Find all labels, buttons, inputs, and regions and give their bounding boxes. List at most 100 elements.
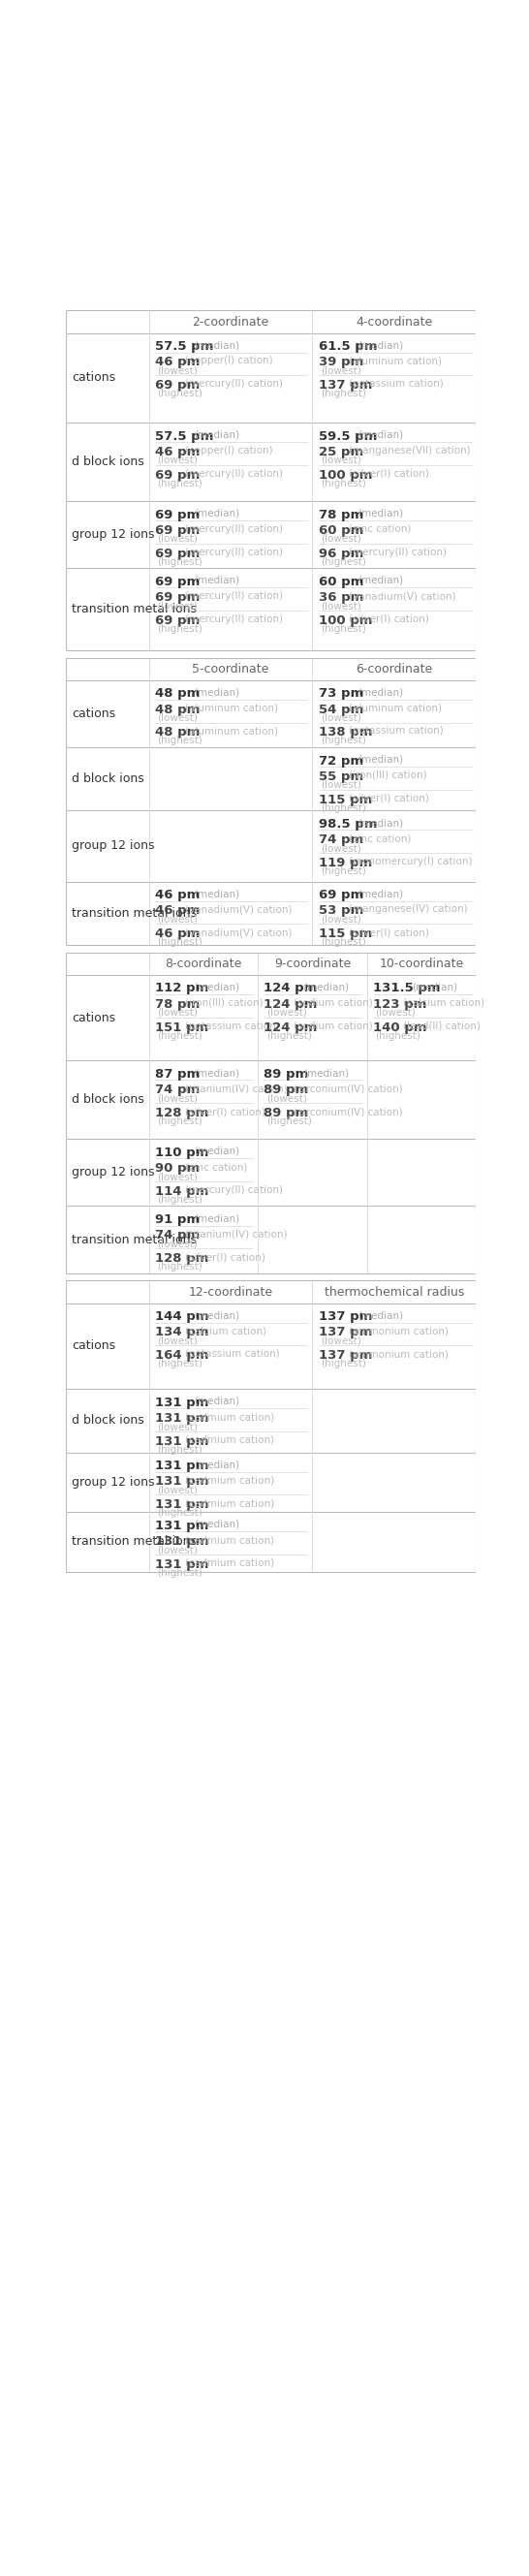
Text: (highest): (highest) — [157, 938, 203, 948]
Text: 69 pm: 69 pm — [154, 574, 199, 587]
Text: 114 pm: 114 pm — [154, 1185, 208, 1198]
Text: 69 pm: 69 pm — [154, 507, 199, 520]
Text: (manganese(VII) cation): (manganese(VII) cation) — [349, 446, 470, 456]
Text: (cadmium cation): (cadmium cation) — [185, 1558, 274, 1569]
Text: (highest): (highest) — [321, 804, 366, 814]
Text: 131 pm: 131 pm — [154, 1558, 208, 1571]
Text: (median): (median) — [194, 1146, 240, 1157]
Text: (monomercury(I) cation): (monomercury(I) cation) — [349, 858, 472, 866]
Text: (highest): (highest) — [157, 1115, 203, 1126]
Text: 131 pm: 131 pm — [154, 1396, 208, 1409]
Text: 69 pm: 69 pm — [318, 889, 363, 902]
Text: (potassium cation): (potassium cation) — [185, 1020, 279, 1030]
Text: (highest): (highest) — [321, 866, 366, 876]
Text: (lowest): (lowest) — [157, 600, 197, 611]
Text: d block ions: d block ions — [72, 1414, 144, 1427]
Text: (aluminum cation): (aluminum cation) — [349, 355, 442, 366]
Text: transition metal ions: transition metal ions — [72, 1535, 197, 1548]
Text: 46 pm: 46 pm — [154, 889, 199, 902]
Text: 69 pm: 69 pm — [154, 469, 199, 482]
Text: (median): (median) — [194, 507, 240, 518]
Text: (copper(I) cation): (copper(I) cation) — [185, 446, 272, 456]
Text: 46 pm: 46 pm — [154, 927, 199, 940]
Text: 100 pm: 100 pm — [318, 613, 372, 626]
Text: 53 pm: 53 pm — [318, 904, 363, 917]
Text: cations: cations — [72, 1340, 116, 1352]
Text: (aluminum cation): (aluminum cation) — [185, 726, 278, 737]
Text: 9-coordinate: 9-coordinate — [274, 958, 351, 971]
Text: 48 pm: 48 pm — [154, 726, 199, 739]
Text: (lowest): (lowest) — [157, 714, 197, 721]
Text: 89 pm: 89 pm — [264, 1108, 308, 1121]
Text: 48 pm: 48 pm — [154, 703, 199, 716]
Text: (highest): (highest) — [157, 1030, 203, 1041]
Text: (lowest): (lowest) — [321, 842, 361, 853]
Text: 36 pm: 36 pm — [318, 592, 363, 603]
Text: (lowest): (lowest) — [266, 1092, 307, 1103]
Text: (lowest): (lowest) — [321, 456, 361, 466]
Text: (lowest): (lowest) — [157, 1422, 197, 1432]
Text: (mercury(II) cation): (mercury(II) cation) — [185, 523, 282, 533]
Text: (median): (median) — [194, 1213, 240, 1224]
Text: 46 pm: 46 pm — [154, 355, 199, 368]
Text: group 12 ions: group 12 ions — [72, 528, 155, 541]
Text: (highest): (highest) — [157, 1569, 203, 1577]
Text: 8-coordinate: 8-coordinate — [165, 958, 242, 971]
Text: (lowest): (lowest) — [157, 1172, 197, 1182]
Text: (highest): (highest) — [266, 1115, 312, 1126]
Text: 100 pm: 100 pm — [318, 469, 372, 482]
Text: 73 pm: 73 pm — [318, 688, 363, 701]
Text: (mercury(II) cation): (mercury(II) cation) — [185, 592, 282, 600]
Text: (lowest): (lowest) — [321, 1337, 361, 1345]
Text: 39 pm: 39 pm — [318, 355, 363, 368]
Text: (zinc cation): (zinc cation) — [185, 1162, 247, 1172]
Text: (highest): (highest) — [375, 1030, 421, 1041]
Text: (highest): (highest) — [321, 737, 366, 744]
Text: 112 pm: 112 pm — [154, 981, 208, 994]
Text: 78 pm: 78 pm — [318, 507, 363, 520]
Text: group 12 ions: group 12 ions — [72, 1476, 155, 1489]
Text: (highest): (highest) — [157, 556, 203, 567]
Text: (highest): (highest) — [157, 389, 203, 399]
Text: (zinc cation): (zinc cation) — [349, 835, 411, 842]
Text: 74 pm: 74 pm — [154, 1229, 199, 1242]
Text: (lowest): (lowest) — [321, 714, 361, 721]
Text: (cadmium cation): (cadmium cation) — [185, 1476, 274, 1486]
Text: (median): (median) — [303, 981, 349, 992]
Text: (median): (median) — [303, 1069, 349, 1077]
Text: group 12 ions: group 12 ions — [72, 840, 155, 853]
Text: (median): (median) — [194, 889, 240, 899]
Text: (potassium cation): (potassium cation) — [349, 379, 443, 389]
Text: (calcium cation): (calcium cation) — [403, 997, 485, 1007]
Text: cations: cations — [72, 1012, 116, 1025]
Text: 124 pm: 124 pm — [264, 997, 317, 1010]
Text: (silver(I) cation): (silver(I) cation) — [185, 1252, 265, 1262]
Text: 131 pm: 131 pm — [154, 1461, 208, 1473]
Text: cations: cations — [72, 708, 116, 719]
Text: 131 pm: 131 pm — [154, 1435, 208, 1448]
Text: (silver(I) cation): (silver(I) cation) — [185, 1108, 265, 1115]
Text: (ammonium cation): (ammonium cation) — [349, 1327, 448, 1337]
Text: (highest): (highest) — [157, 623, 203, 634]
Text: 87 pm: 87 pm — [154, 1069, 199, 1082]
Text: (lowest): (lowest) — [157, 1546, 197, 1553]
Text: 12-coordinate: 12-coordinate — [188, 1285, 273, 1298]
Text: (median): (median) — [358, 755, 403, 765]
Text: (highest): (highest) — [321, 1360, 366, 1368]
Text: 131 pm: 131 pm — [154, 1535, 208, 1548]
Text: d block ions: d block ions — [72, 1092, 144, 1105]
Text: (highest): (highest) — [157, 1445, 203, 1455]
Text: 48 pm: 48 pm — [154, 688, 199, 701]
Text: (lowest): (lowest) — [266, 1007, 307, 1018]
Text: 128 pm: 128 pm — [154, 1108, 208, 1121]
Text: (silver(I) cation): (silver(I) cation) — [349, 793, 428, 804]
Text: (median): (median) — [194, 430, 240, 440]
Text: (highest): (highest) — [157, 1195, 203, 1206]
Text: 61.5 pm: 61.5 pm — [318, 340, 377, 353]
Text: (lowest): (lowest) — [157, 914, 197, 925]
Text: 46 pm: 46 pm — [154, 904, 199, 917]
Text: (silver(I) cation): (silver(I) cation) — [349, 927, 428, 938]
Text: 124 pm: 124 pm — [264, 981, 317, 994]
Text: (aluminum cation): (aluminum cation) — [349, 703, 442, 714]
Text: 131 pm: 131 pm — [154, 1476, 208, 1489]
